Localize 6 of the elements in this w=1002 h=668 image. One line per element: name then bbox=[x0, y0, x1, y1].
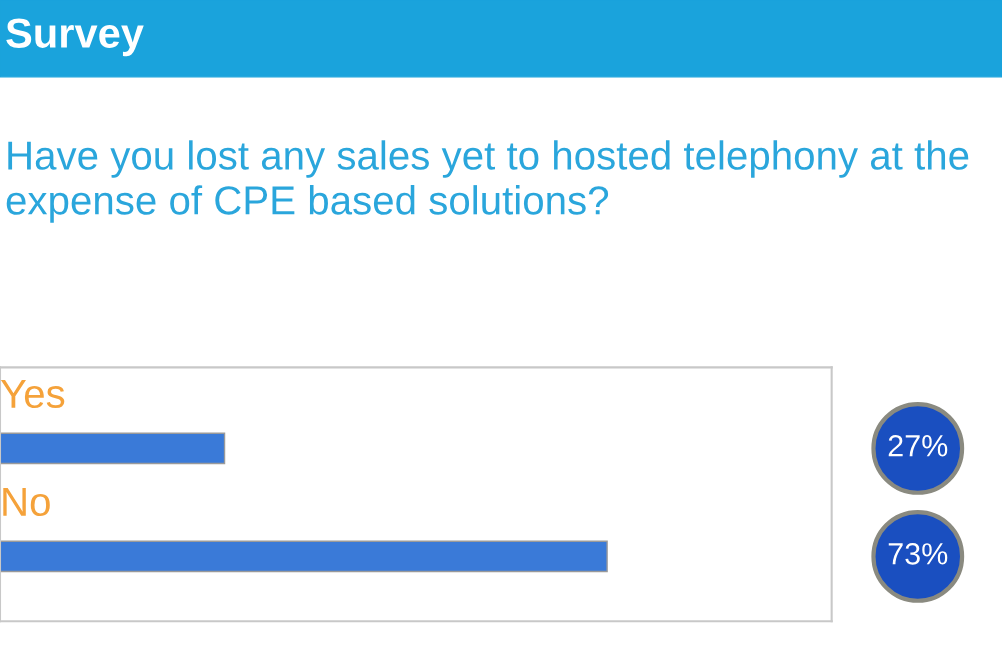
data-label: 27% bbox=[888, 434, 948, 457]
y-tick-label: No bbox=[3, 487, 50, 517]
data-label: 73% bbox=[888, 542, 948, 565]
chart-title: Survey bbox=[6, 18, 144, 57]
y-tick-label: Yes bbox=[0, 379, 65, 409]
chart-subtitle: Have you lost any sales yet to hosted telephony at the expense of CPE based solutions? bbox=[6, 140, 969, 223]
